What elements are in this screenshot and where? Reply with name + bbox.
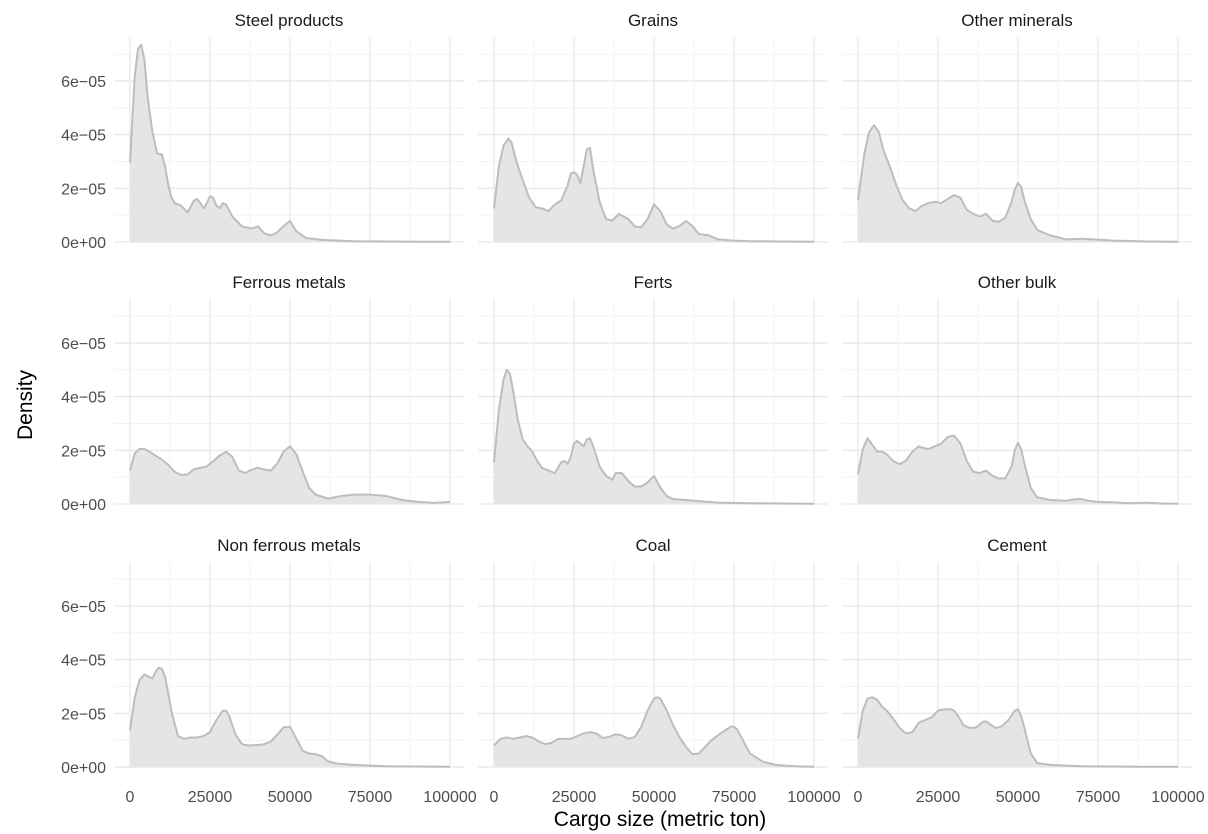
density-area bbox=[130, 44, 450, 243]
y-tick-label: 6e−05 bbox=[61, 599, 106, 616]
density-line bbox=[493, 696, 815, 768]
panel-title: Coal bbox=[636, 536, 671, 555]
density-line bbox=[129, 666, 451, 768]
density-line bbox=[857, 124, 1179, 243]
facet-panel: Grains bbox=[478, 11, 828, 243]
x-tick-label: 25000 bbox=[916, 789, 961, 806]
y-tick-label: 4e−05 bbox=[61, 653, 106, 670]
x-axis-title: Cargo size (metric ton) bbox=[554, 808, 766, 831]
density-line bbox=[857, 696, 1178, 768]
panel-title: Steel products bbox=[235, 11, 344, 30]
x-tick-label: 25000 bbox=[552, 789, 597, 806]
x-tick-label: 75000 bbox=[712, 789, 757, 806]
x-tick-label: 100000 bbox=[1151, 789, 1204, 806]
y-axis-title: Density bbox=[14, 369, 37, 440]
x-tick-label: 75000 bbox=[348, 789, 393, 806]
density-line bbox=[129, 43, 450, 243]
x-tick-label: 100000 bbox=[787, 789, 840, 806]
facet-panel: Ferts bbox=[478, 273, 828, 505]
facet-panel: Steel products 0e+00 2e−05 4e−05 6e−05 bbox=[61, 11, 464, 252]
x-tick-label: 25000 bbox=[188, 789, 233, 806]
y-tick-label: 0e+00 bbox=[61, 760, 106, 777]
x-tick-label: 0 bbox=[854, 789, 863, 806]
facet-panel: Non ferrous metals 0e+00 2e−05 4e−05 6e−05 0 2… bbox=[61, 536, 477, 806]
density-area bbox=[858, 697, 1178, 767]
density-area bbox=[494, 697, 814, 767]
panel-title: Non ferrous metals bbox=[217, 536, 361, 555]
x-tick-label: 50000 bbox=[268, 789, 313, 806]
y-tick-label: 0e+00 bbox=[61, 235, 106, 252]
density-line bbox=[493, 137, 815, 243]
x-tick-label: 100000 bbox=[423, 789, 476, 806]
density-line bbox=[129, 445, 451, 504]
density-area bbox=[130, 446, 450, 504]
panel-title: Ferts bbox=[634, 273, 673, 292]
panel-title: Cement bbox=[987, 536, 1047, 555]
facet-panel: Other bulk bbox=[842, 273, 1192, 505]
y-tick-label: 4e−05 bbox=[61, 390, 106, 407]
y-tick-label: 2e−05 bbox=[61, 706, 106, 723]
facet-panel: Other minerals bbox=[842, 11, 1192, 243]
panel-title: Grains bbox=[628, 11, 678, 30]
density-line bbox=[857, 434, 1179, 505]
y-tick-label: 2e−05 bbox=[61, 181, 106, 198]
facet-panel: Cement 0 25000 50000 75000 100000 bbox=[842, 536, 1205, 806]
y-tick-label: 6e−05 bbox=[61, 336, 106, 353]
x-tick-label: 50000 bbox=[996, 789, 1041, 806]
y-tick-label: 0e+00 bbox=[61, 497, 106, 514]
panels-layer: Steel products 0e+00 2e−05 4e−05 6e−05 Grains… bbox=[61, 11, 1205, 806]
density-area bbox=[494, 369, 814, 504]
facet-panel: Ferrous metals 0e+00 2e−05 4e−05 6e−05 bbox=[61, 273, 464, 514]
density-area bbox=[858, 435, 1178, 504]
x-tick-label: 0 bbox=[126, 789, 135, 806]
panel-title: Other bulk bbox=[978, 273, 1057, 292]
y-tick-label: 4e−05 bbox=[61, 128, 106, 145]
density-area bbox=[130, 667, 450, 767]
x-tick-label: 0 bbox=[490, 789, 499, 806]
y-tick-label: 6e−05 bbox=[61, 74, 106, 91]
x-tick-label: 50000 bbox=[632, 789, 677, 806]
panel-title: Ferrous metals bbox=[232, 273, 345, 292]
density-line bbox=[493, 368, 815, 505]
x-tick-label: 75000 bbox=[1076, 789, 1121, 806]
facet-panel: Coal 0 25000 50000 75000 100000 bbox=[478, 536, 841, 806]
density-area bbox=[494, 138, 814, 242]
y-tick-label: 2e−05 bbox=[61, 443, 106, 460]
panel-title: Other minerals bbox=[961, 11, 1072, 30]
